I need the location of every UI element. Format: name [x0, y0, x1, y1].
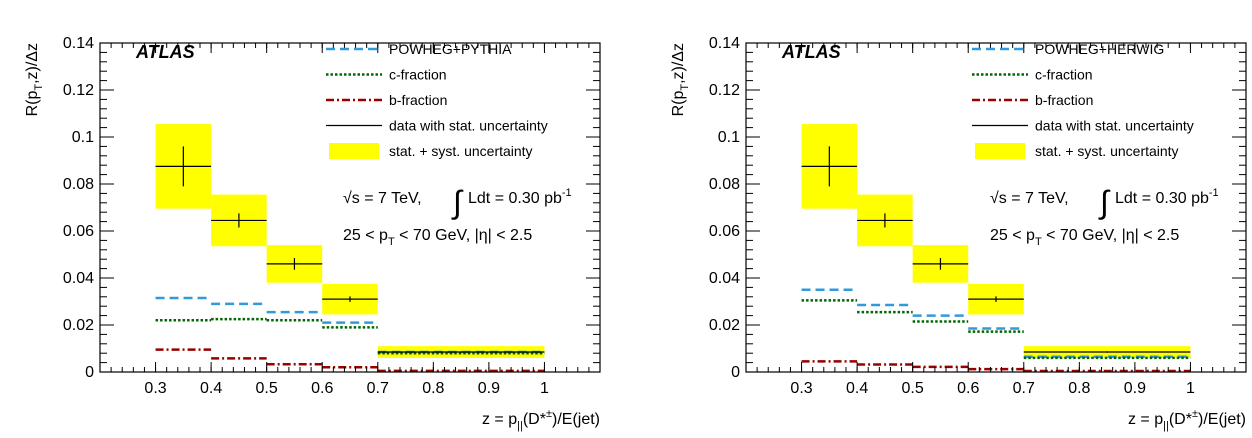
y-tick-label: 0.06	[709, 223, 740, 240]
atlas-label: ATLAS	[781, 42, 841, 62]
integral-symbol: ∫	[1098, 184, 1111, 220]
x-axis-label: z = p||(D*±)/E(jet)	[1128, 408, 1246, 432]
y-tick-label: 0.02	[63, 317, 94, 334]
legend-label: data with stat. uncertainty	[389, 118, 548, 134]
y-tick-label: 0	[731, 364, 740, 381]
legend-label: stat. + syst. uncertainty	[1035, 143, 1179, 159]
y-tick-label: 0.1	[72, 129, 94, 146]
legend-label: c-fraction	[1035, 67, 1093, 83]
y-tick-label: 0.06	[63, 223, 94, 240]
x-tick-label: 0.8	[422, 380, 444, 397]
legend-label: stat. + syst. uncertainty	[389, 143, 533, 159]
x-tick-label: 0.6	[311, 380, 333, 397]
x-tick-label: 0.9	[1124, 380, 1146, 397]
y-tick-label: 0.14	[709, 35, 740, 52]
x-tick-label: 0.3	[144, 380, 166, 397]
legend: POWHEG+HERWIG c-fraction b-fraction data wi…	[972, 41, 1194, 159]
annotation-lumi: Ldt = 0.30 pb-1	[468, 187, 572, 207]
legend-label: c-fraction	[389, 67, 447, 83]
legend-label: POWHEG+HERWIG	[1035, 41, 1164, 57]
y-axis-label: R(pT,z)/Δz	[24, 43, 45, 116]
y-tick-label: 0.12	[63, 82, 94, 99]
chart-panel-1: 0 0.02 0.04 0.06 0.08 0.1 0.12 0.14 0.3 0.4 0.5 0.6…	[24, 35, 601, 432]
integral-symbol: ∫	[451, 184, 464, 220]
y-tick-label: 0.1	[718, 129, 740, 146]
x-tick-label: 0.6	[957, 380, 979, 397]
x-tick-label: 0.5	[256, 380, 278, 397]
annotation-cuts: 25 < pT < 70 GeV, |η| < 2.5	[990, 227, 1179, 248]
x-axis-label: z = p||(D*±)/E(jet)	[482, 408, 600, 432]
legend-label: data with stat. uncertainty	[1035, 118, 1194, 134]
annotation-cuts: 25 < pT < 70 GeV, |η| < 2.5	[343, 227, 532, 248]
annotation-energy: √s = 7 TeV,	[343, 190, 422, 207]
x-tick-label: 0.4	[200, 380, 222, 397]
atlas-label: ATLAS	[135, 42, 195, 62]
y-tick-label: 0.08	[709, 176, 740, 193]
plot-frame	[745, 42, 1247, 373]
legend-label: POWHEG+PYTHIA	[389, 41, 512, 57]
legend-swatch-band	[329, 143, 379, 159]
y-axis-label: R(pT,z)/Δz	[670, 43, 691, 116]
legend-label: b-fraction	[389, 92, 447, 108]
annotation-energy: √s = 7 TeV,	[990, 190, 1069, 207]
y-tick-label: 0	[85, 364, 94, 381]
y-tick-label: 0.02	[709, 317, 740, 334]
legend-swatch-band	[975, 143, 1025, 159]
x-tick-label: 0.7	[367, 380, 389, 397]
plot-frame	[99, 42, 601, 373]
x-tick-label: 0.3	[790, 380, 812, 397]
x-tick-label: 0.5	[902, 380, 924, 397]
x-tick-label: 0.9	[478, 380, 500, 397]
x-tick-label: 1	[540, 380, 549, 397]
y-tick-label: 0.08	[63, 176, 94, 193]
y-tick-label: 0.14	[63, 35, 94, 52]
x-tick-label: 0.7	[1013, 380, 1035, 397]
y-tick-label: 0.12	[709, 82, 740, 99]
x-tick-label: 0.8	[1068, 380, 1090, 397]
legend: POWHEG+PYTHIA c-fraction b-fraction data wi…	[326, 41, 548, 159]
legend-label: b-fraction	[1035, 92, 1093, 108]
y-tick-label: 0.04	[63, 270, 94, 287]
chart-panel-2: 0 0.02 0.04 0.06 0.08 0.1 0.12 0.14 0.3 0.4 0.5 0.6…	[670, 35, 1247, 432]
x-tick-label: 0.4	[846, 380, 868, 397]
x-tick-label: 1	[1186, 380, 1195, 397]
y-tick-label: 0.04	[709, 270, 740, 287]
annotation-lumi: Ldt = 0.30 pb-1	[1115, 187, 1219, 207]
